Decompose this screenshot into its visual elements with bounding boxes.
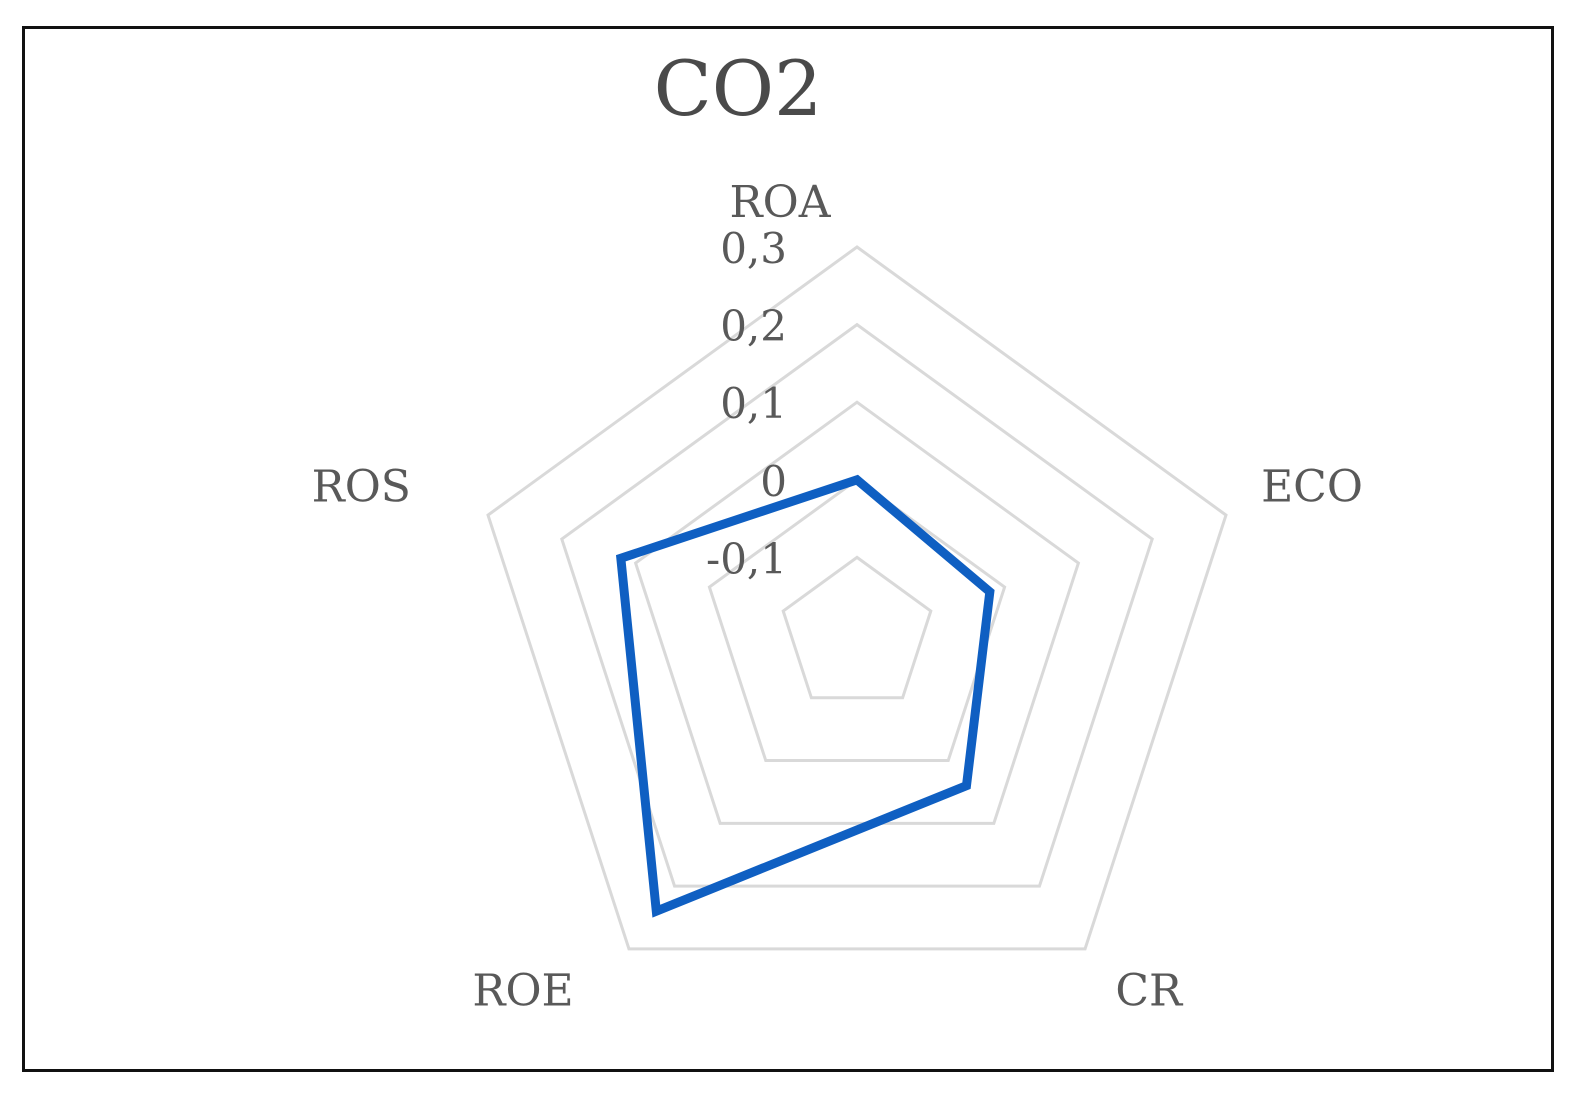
category-label: ECO — [1261, 462, 1363, 513]
chart-frame — [22, 26, 1554, 1072]
category-label: ROA — [730, 177, 832, 228]
tick-label: 0,3 — [720, 224, 787, 273]
radar-series — [615, 474, 995, 918]
radar-tick-labels: -0,1 0 0,1 0,2 0,3 — [706, 224, 787, 583]
chart-title: CO2 — [654, 44, 823, 133]
category-label: ROS — [312, 462, 411, 513]
grid-ring-2 — [707, 477, 1007, 763]
grid-ring-1 — [781, 555, 933, 700]
grid-ring-4 — [560, 322, 1154, 888]
radar-grid — [486, 245, 1228, 951]
category-label: ROE — [472, 965, 573, 1016]
tick-label: 0,1 — [720, 379, 787, 428]
category-label: CR — [1115, 965, 1184, 1016]
series-line-0 — [615, 474, 995, 918]
tick-label: -0,1 — [706, 534, 787, 583]
radar-category-labels: ROA ECO CR ROE ROS — [312, 177, 1363, 1016]
grid-ring-3 — [633, 400, 1081, 825]
grid-ring-5 — [486, 245, 1228, 951]
tick-label: 0 — [760, 457, 787, 506]
tick-label: 0,2 — [720, 302, 787, 351]
